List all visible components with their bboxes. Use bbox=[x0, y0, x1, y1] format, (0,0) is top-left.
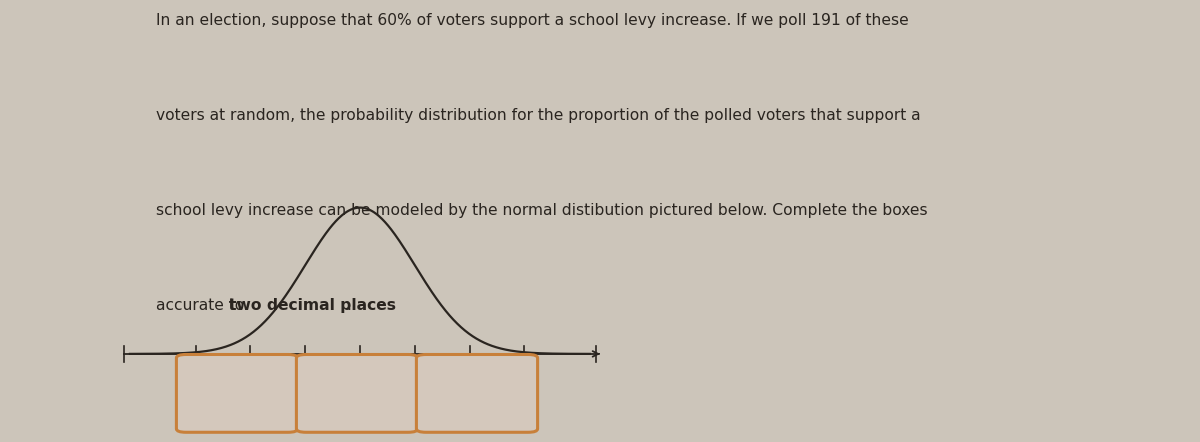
Text: In an election, suppose that 60% of voters support a school levy increase. If we: In an election, suppose that 60% of vote… bbox=[156, 13, 908, 28]
Text: school levy increase can be modeled by the normal distibution pictured below. Co: school levy increase can be modeled by t… bbox=[156, 203, 928, 218]
Text: .: . bbox=[347, 298, 352, 313]
Text: voters at random, the probability distribution for the proportion of the polled : voters at random, the probability distri… bbox=[156, 108, 920, 123]
Text: two decimal places: two decimal places bbox=[229, 298, 396, 313]
Text: accurate to: accurate to bbox=[156, 298, 250, 313]
